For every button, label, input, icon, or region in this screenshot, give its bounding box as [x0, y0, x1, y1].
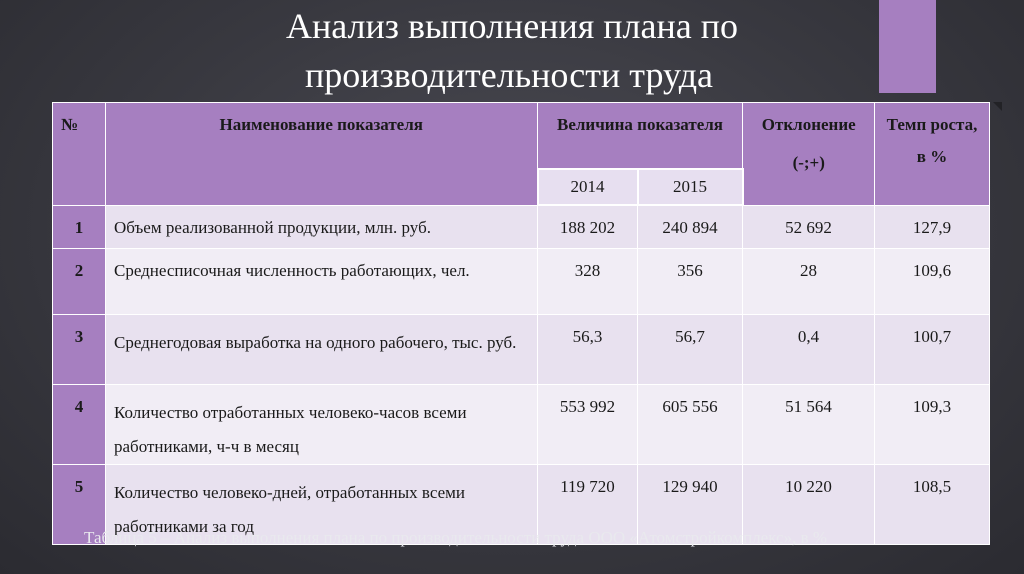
header-num: №	[52, 102, 106, 206]
header-name: Наименование показателя	[105, 102, 538, 206]
table-row: 3 Среднегодовая выработка на одного рабо…	[52, 313, 990, 385]
row-num: 2	[52, 247, 106, 315]
slide-title: Анализ выполнения плана по производитель…	[0, 2, 1024, 100]
row-num: 4	[52, 383, 106, 465]
row-2014: 328	[537, 247, 638, 315]
table-row: 4 Количество отработанных человеко-часов…	[52, 383, 990, 465]
row-2015: 56,7	[637, 313, 743, 385]
header-deviation-line-2: (-;+)	[792, 153, 825, 172]
row-deviation: 51 564	[742, 383, 875, 465]
row-2015: 129 940	[637, 463, 743, 545]
row-rate: 109,3	[874, 383, 990, 465]
row-name: Объем реализованной продукции, млн. руб.	[105, 204, 538, 249]
table-caption: Таблица 5 – Анализ выполнения плана по п…	[84, 528, 828, 547]
row-name: Среднегодовая выработка на одного рабоче…	[105, 313, 538, 385]
row-rate: 127,9	[874, 204, 990, 249]
row-name: Среднесписочная численность работающих, …	[105, 247, 538, 315]
row-2014: 553 992	[537, 383, 638, 465]
header-value: Величина показателя	[537, 102, 743, 170]
accent-bar	[879, 0, 936, 93]
row-2015: 240 894	[637, 204, 743, 249]
header-years-row: 2014 2015	[53, 168, 990, 206]
header-deviation: Отклонение (-;+)	[742, 102, 875, 206]
header-year-2014: 2014	[536, 168, 639, 206]
table-row: 1 Объем реализованной продукции, млн. ру…	[52, 204, 990, 249]
row-deviation: 28	[742, 247, 875, 315]
header-row: № Наименование показателя Величина показ…	[52, 102, 990, 206]
header-rate-line-2: в %	[916, 147, 948, 166]
row-name: Количество отработанных человеко-часов в…	[105, 383, 538, 465]
title-line-2: производительности труда	[304, 55, 713, 95]
row-2014: 188 202	[537, 204, 638, 249]
row-rate: 108,5	[874, 463, 990, 545]
row-deviation: 52 692	[742, 204, 875, 249]
row-deviation: 0,4	[742, 313, 875, 385]
table-row: 2 Среднесписочная численность работающих…	[52, 247, 990, 315]
row-2015: 605 556	[637, 383, 743, 465]
corner-triangle-icon	[993, 102, 1002, 111]
row-2015: 356	[637, 247, 743, 315]
row-name: Количество человеко-дней, отработанных в…	[105, 463, 538, 545]
header-rate-line-1: Темп роста,	[886, 115, 978, 134]
row-2014: 119 720	[537, 463, 638, 545]
row-num: 3	[52, 313, 106, 385]
productivity-table: № Наименование показателя Величина показ…	[52, 102, 990, 545]
row-rate: 100,7	[874, 313, 990, 385]
row-rate: 109,6	[874, 247, 990, 315]
table-row: 5 Количество человеко-дней, отработанных…	[52, 463, 990, 545]
header-year-2015: 2015	[636, 168, 744, 206]
header-rate: Темп роста, в %	[874, 102, 990, 206]
header-deviation-line-1: Отклонение	[761, 115, 856, 134]
title-line-1: Анализ выполнения плана по	[285, 6, 738, 46]
row-deviation: 10 220	[742, 463, 875, 545]
row-num: 1	[52, 204, 106, 249]
row-2014: 56,3	[537, 313, 638, 385]
